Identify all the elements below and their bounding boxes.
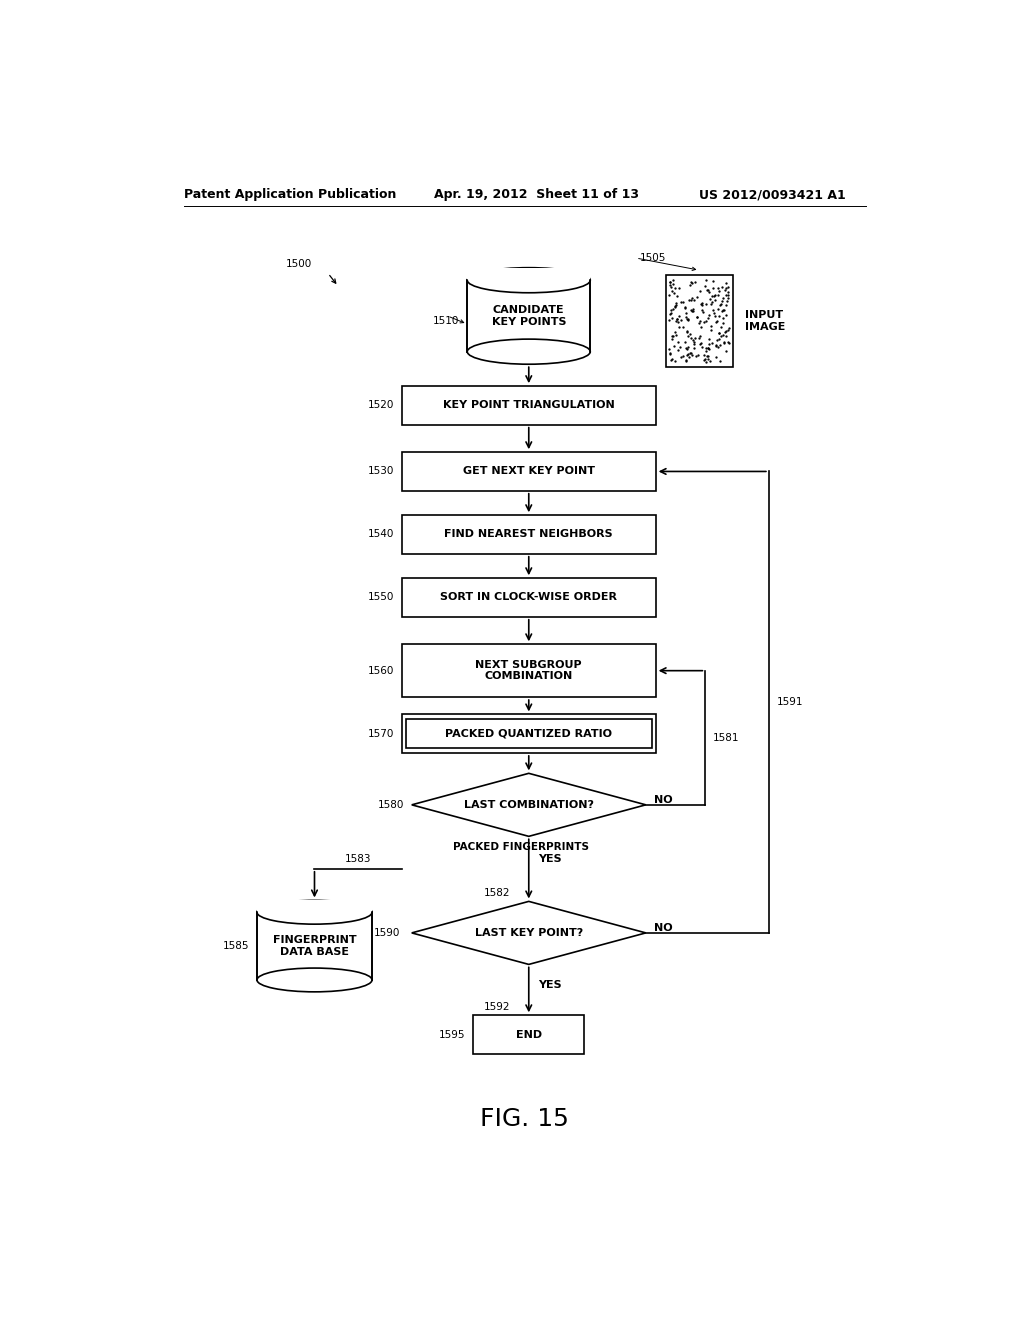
Text: NO: NO <box>653 923 673 933</box>
Text: FINGERPRINT
DATA BASE: FINGERPRINT DATA BASE <box>272 936 356 957</box>
Text: SORT IN CLOCK-WISE ORDER: SORT IN CLOCK-WISE ORDER <box>440 593 617 602</box>
Text: 1560: 1560 <box>368 665 394 676</box>
Ellipse shape <box>257 900 372 924</box>
Text: YES: YES <box>539 979 562 990</box>
Text: LAST KEY POINT?: LAST KEY POINT? <box>475 928 583 939</box>
Text: NO: NO <box>653 795 673 805</box>
Text: LAST COMBINATION?: LAST COMBINATION? <box>464 800 594 810</box>
FancyBboxPatch shape <box>473 1015 585 1053</box>
Text: GET NEXT KEY POINT: GET NEXT KEY POINT <box>463 466 595 477</box>
Text: 1583: 1583 <box>345 854 372 863</box>
Text: 1592: 1592 <box>483 1002 510 1012</box>
Text: 1520: 1520 <box>368 400 394 411</box>
Polygon shape <box>257 912 372 979</box>
Text: 1582: 1582 <box>483 888 510 898</box>
Text: 1581: 1581 <box>714 733 739 743</box>
Text: 1500: 1500 <box>286 259 311 269</box>
Text: 1550: 1550 <box>368 593 394 602</box>
Text: 1510: 1510 <box>433 315 460 326</box>
Ellipse shape <box>467 268 590 293</box>
FancyBboxPatch shape <box>401 714 655 752</box>
Text: PACKED QUANTIZED RATIO: PACKED QUANTIZED RATIO <box>445 729 612 739</box>
Text: INPUT
IMAGE: INPUT IMAGE <box>745 310 785 331</box>
Text: Patent Application Publication: Patent Application Publication <box>183 189 396 202</box>
Polygon shape <box>412 902 646 965</box>
Text: 1590: 1590 <box>374 928 399 939</box>
FancyBboxPatch shape <box>467 268 590 280</box>
Text: 1595: 1595 <box>438 1030 465 1040</box>
Text: 1570: 1570 <box>368 729 394 739</box>
Polygon shape <box>412 774 646 837</box>
FancyBboxPatch shape <box>257 900 372 912</box>
Text: CANDIDATE
KEY POINTS: CANDIDATE KEY POINTS <box>492 305 566 327</box>
FancyBboxPatch shape <box>401 644 655 697</box>
Ellipse shape <box>467 339 590 364</box>
FancyBboxPatch shape <box>401 453 655 491</box>
Polygon shape <box>467 280 590 351</box>
Text: 1530: 1530 <box>368 466 394 477</box>
Text: 1505: 1505 <box>640 253 667 263</box>
Text: FIG. 15: FIG. 15 <box>480 1107 569 1131</box>
FancyBboxPatch shape <box>401 385 655 425</box>
Text: 1585: 1585 <box>222 941 249 952</box>
Text: YES: YES <box>539 854 562 863</box>
Text: FIND NEAREST NEIGHBORS: FIND NEAREST NEIGHBORS <box>444 529 613 540</box>
Ellipse shape <box>257 968 372 991</box>
Text: 1540: 1540 <box>368 529 394 540</box>
FancyBboxPatch shape <box>666 276 733 367</box>
Text: 1580: 1580 <box>378 800 403 810</box>
Text: NEXT SUBGROUP
COMBINATION: NEXT SUBGROUP COMBINATION <box>475 660 582 681</box>
FancyBboxPatch shape <box>401 515 655 554</box>
Text: END: END <box>516 1030 542 1040</box>
Text: KEY POINT TRIANGULATION: KEY POINT TRIANGULATION <box>443 400 614 411</box>
Text: Apr. 19, 2012  Sheet 11 of 13: Apr. 19, 2012 Sheet 11 of 13 <box>433 189 639 202</box>
FancyBboxPatch shape <box>401 578 655 616</box>
FancyBboxPatch shape <box>406 719 651 748</box>
Text: PACKED FINGERPRINTS: PACKED FINGERPRINTS <box>453 842 589 851</box>
Text: US 2012/0093421 A1: US 2012/0093421 A1 <box>699 189 846 202</box>
Text: 1591: 1591 <box>777 697 803 708</box>
